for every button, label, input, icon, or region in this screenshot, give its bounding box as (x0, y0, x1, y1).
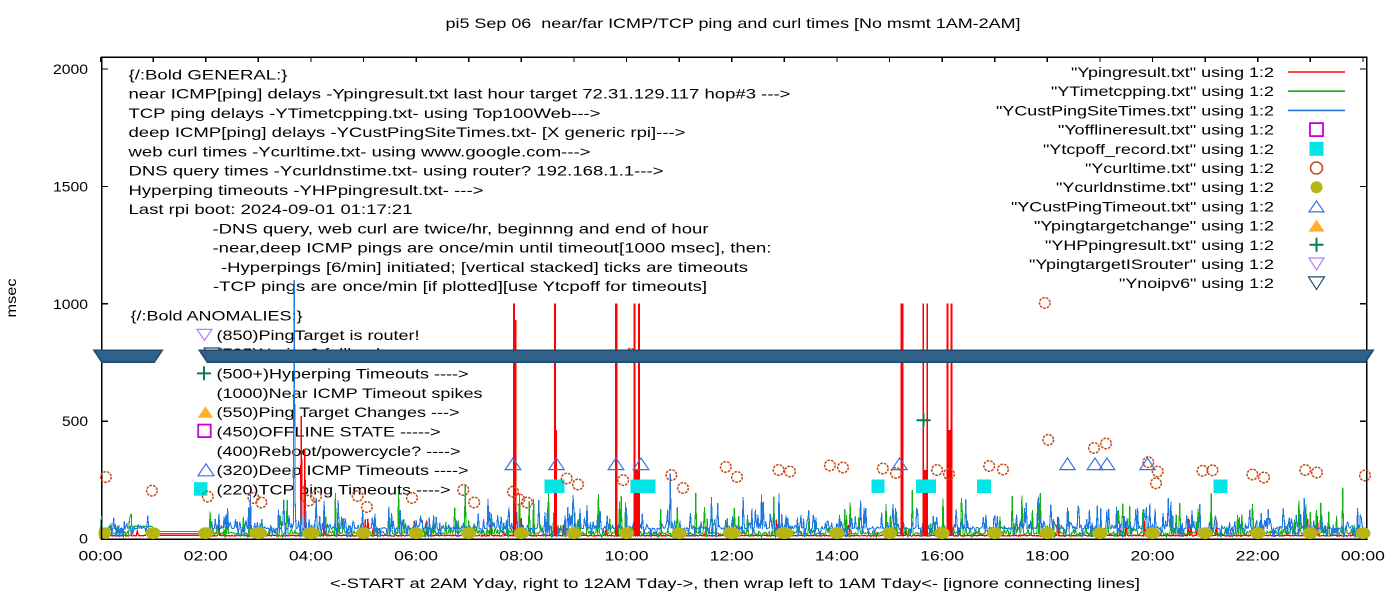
svg-text:04:00: 04:00 (289, 548, 333, 564)
svg-text:22:00: 22:00 (1236, 548, 1280, 564)
svg-text:-DNS query, web curl are twice: -DNS query, web curl are twice/hr, begin… (213, 220, 709, 236)
svg-text:"Ycurltime.txt" using 1:2: "Ycurltime.txt" using 1:2 (1085, 160, 1274, 176)
svg-text:-near,deep ICMP pings are once: -near,deep ICMP pings are once/min until… (213, 240, 772, 256)
svg-text:"Ypingresult.txt" using 1:2: "Ypingresult.txt" using 1:2 (1071, 64, 1274, 80)
svg-text:(500+)Hyperping Timeouts ---->: (500+)Hyperping Timeouts ----> (217, 366, 469, 382)
svg-text:"Yofflineresult.txt" using 1:2: "Yofflineresult.txt" using 1:2 (1058, 122, 1274, 138)
svg-text:-TCP pings are once/min [if pl: -TCP pings are once/min [if plotted][use… (213, 278, 707, 294)
svg-text:near ICMP[ping] delays -Ypingr: near ICMP[ping] delays -Ypingresult.txt … (129, 86, 791, 102)
svg-text:DNS query times -Ycurldnstime.: DNS query times -Ycurldnstime.txt- using… (129, 163, 664, 179)
svg-text:06:00: 06:00 (394, 548, 438, 564)
svg-text:"YpingtargetISrouter" using 1:: "YpingtargetISrouter" using 1:2 (1029, 256, 1274, 272)
svg-text:14:00: 14:00 (815, 548, 859, 564)
svg-text:02:00: 02:00 (184, 548, 228, 564)
svg-text:"Ycurldnstime.txt" using 1:2: "Ycurldnstime.txt" using 1:2 (1056, 179, 1274, 195)
svg-text:00:00: 00:00 (1341, 548, 1385, 564)
svg-text:Last rpi boot: 2024-09-01 01:1: Last rpi boot: 2024-09-01 01:17:21 (129, 201, 413, 217)
svg-text:(850)PingTarget is router!: (850)PingTarget is router! (217, 327, 420, 343)
svg-text:08:00: 08:00 (499, 548, 543, 564)
svg-text:16:00: 16:00 (920, 548, 964, 564)
svg-text:00:00: 00:00 (79, 548, 123, 564)
svg-text:(550)Ping Target Changes --->: (550)Ping Target Changes ---> (217, 404, 460, 420)
svg-text:"Ytcpoff_record.txt" using 1:2: "Ytcpoff_record.txt" using 1:2 (1043, 141, 1274, 157)
svg-text:msec: msec (3, 279, 19, 318)
svg-text:<-START at 2AM Yday, right to: <-START at 2AM Yday, right to 12AM Tday-… (330, 575, 1140, 591)
svg-text:12:00: 12:00 (710, 548, 754, 564)
svg-text:{/:Bold ANOMALIES:}: {/:Bold ANOMALIES:} (131, 308, 303, 324)
svg-text:"YHPpingresult.txt" using 1:2: "YHPpingresult.txt" using 1:2 (1045, 237, 1274, 253)
svg-text:(220)TCP ping Timeouts ---->: (220)TCP ping Timeouts ----> (217, 482, 451, 498)
svg-text:0: 0 (79, 531, 88, 547)
svg-text:deep ICMP[ping] delays -YCustP: deep ICMP[ping] delays -YCustPingSiteTim… (129, 124, 686, 140)
svg-text:20:00: 20:00 (1131, 548, 1175, 564)
svg-text:500: 500 (62, 413, 88, 429)
svg-text:(450)OFFLINE STATE ----->: (450)OFFLINE STATE -----> (217, 424, 441, 440)
svg-text:pi5 Sep 06 near/far ICMP/TCP: pi5 Sep 06 near/far ICMP/TCP ping and cu… (446, 15, 1021, 31)
svg-text:TCP ping delays -YTimetcpping.: TCP ping delays -YTimetcpping.txt- using… (129, 105, 601, 121)
svg-text:(1000)Near ICMP Timeout spikes: (1000)Near ICMP Timeout spikes (217, 385, 483, 401)
svg-text:10:00: 10:00 (605, 548, 649, 564)
svg-text:"YTimetcpping.txt" using 1:2: "YTimetcpping.txt" using 1:2 (1051, 83, 1274, 99)
svg-text:1500: 1500 (53, 178, 88, 194)
svg-text:(400)Reboot/powercycle? ---->: (400)Reboot/powercycle? ----> (217, 443, 461, 459)
svg-text:Hyperping timeouts -YHPpingres: Hyperping timeouts -YHPpingresult.txt- -… (129, 182, 484, 198)
svg-text:{/:Bold GENERAL:}: {/:Bold GENERAL:} (129, 67, 288, 83)
svg-text:web curl times -Ycurltime.txt-: web curl times -Ycurltime.txt- using www… (127, 144, 590, 160)
svg-text:-Hyperpings [6/min] initiated;: -Hyperpings [6/min] initiated; [vertical… (221, 259, 748, 275)
svg-text:"YCustPingTimeout.txt" using 1: "YCustPingTimeout.txt" using 1:2 (1011, 198, 1274, 214)
svg-text:1000: 1000 (53, 296, 88, 312)
svg-text:(320)Deep ICMP Timeouts ---->: (320)Deep ICMP Timeouts ----> (217, 462, 469, 478)
svg-text:"Ynoipv6" using 1:2: "Ynoipv6" using 1:2 (1119, 275, 1274, 291)
svg-text:18:00: 18:00 (1025, 548, 1069, 564)
svg-text:2000: 2000 (53, 61, 88, 77)
svg-text:"YCustPingSiteTimes.txt" using: "YCustPingSiteTimes.txt" using 1:2 (996, 102, 1274, 118)
svg-text:"Ypingtargetchange" using 1:2: "Ypingtargetchange" using 1:2 (1034, 218, 1274, 234)
